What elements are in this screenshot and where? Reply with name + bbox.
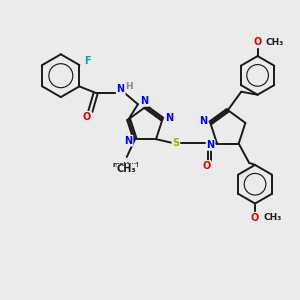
- Text: N: N: [124, 136, 133, 146]
- Text: N: N: [199, 116, 207, 125]
- Text: CH₃: CH₃: [263, 213, 282, 222]
- Text: N: N: [165, 113, 173, 123]
- Text: CH₃: CH₃: [266, 38, 284, 46]
- Text: CH₃: CH₃: [117, 164, 136, 174]
- Text: O: O: [251, 212, 259, 223]
- Text: methyl: methyl: [112, 162, 138, 168]
- Text: N: N: [206, 140, 214, 150]
- Text: N: N: [140, 96, 148, 106]
- Text: O: O: [202, 161, 211, 171]
- Text: O: O: [83, 112, 91, 122]
- Text: N: N: [117, 84, 125, 94]
- Text: H: H: [125, 82, 133, 91]
- Text: S: S: [172, 138, 179, 148]
- Text: F: F: [84, 56, 91, 65]
- Text: O: O: [254, 38, 262, 47]
